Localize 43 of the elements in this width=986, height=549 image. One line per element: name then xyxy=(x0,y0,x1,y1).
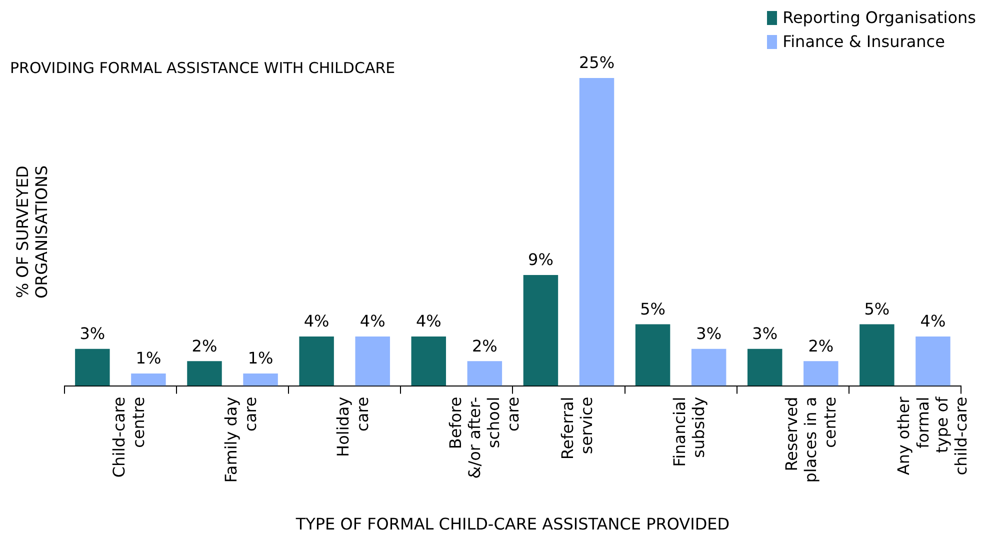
data-label: 25% xyxy=(578,53,615,72)
bar xyxy=(916,336,950,386)
data-label: 2% xyxy=(472,336,498,356)
bar xyxy=(299,336,334,386)
bar xyxy=(131,373,166,386)
x-tick-label: Before &/or after- school care xyxy=(446,396,522,479)
data-label: 3% xyxy=(696,324,722,344)
x-tick-label: Child-care centre xyxy=(110,396,148,478)
data-label: 2% xyxy=(192,336,218,356)
data-label: 4% xyxy=(304,312,330,331)
bar xyxy=(691,348,726,386)
x-tick-label: Family day care xyxy=(222,396,260,483)
bar xyxy=(523,274,558,386)
data-label: 1% xyxy=(136,348,162,368)
bar xyxy=(804,361,838,386)
x-tick-label: Holiday care xyxy=(334,396,372,457)
data-label: 5% xyxy=(864,299,890,318)
x-tick-label: Financial subsidy xyxy=(670,396,708,467)
bar xyxy=(635,324,670,386)
data-label: 4% xyxy=(360,312,386,331)
bar xyxy=(467,361,502,386)
bar xyxy=(187,361,222,386)
bar xyxy=(411,336,446,386)
data-label: 4% xyxy=(416,312,442,331)
data-label: 4% xyxy=(920,312,946,331)
y-axis-title: % OF SURVEYED ORGANISATIONS xyxy=(12,165,51,298)
data-label: 9% xyxy=(528,250,554,270)
data-label: 2% xyxy=(808,336,834,356)
bar xyxy=(860,324,894,386)
data-label: 1% xyxy=(248,348,274,368)
bar xyxy=(355,336,390,386)
data-label: 3% xyxy=(752,324,778,344)
x-tick-label: Reserved places in a centre xyxy=(782,396,840,483)
bar xyxy=(747,348,782,386)
data-label: 5% xyxy=(640,299,666,318)
bar xyxy=(243,373,278,386)
bar xyxy=(75,348,110,386)
x-axis-title: TYPE OF FORMAL CHILD-CARE ASSISTANCE PROVIDED xyxy=(294,514,730,534)
data-label: 3% xyxy=(80,324,106,344)
legend-label: Reporting Organisations xyxy=(782,8,976,27)
legend-label: Finance & Insurance xyxy=(782,32,945,51)
bar xyxy=(579,78,614,386)
chart-title: PROVIDING FORMAL ASSISTANCE WITH CHILDCARE xyxy=(10,58,396,77)
